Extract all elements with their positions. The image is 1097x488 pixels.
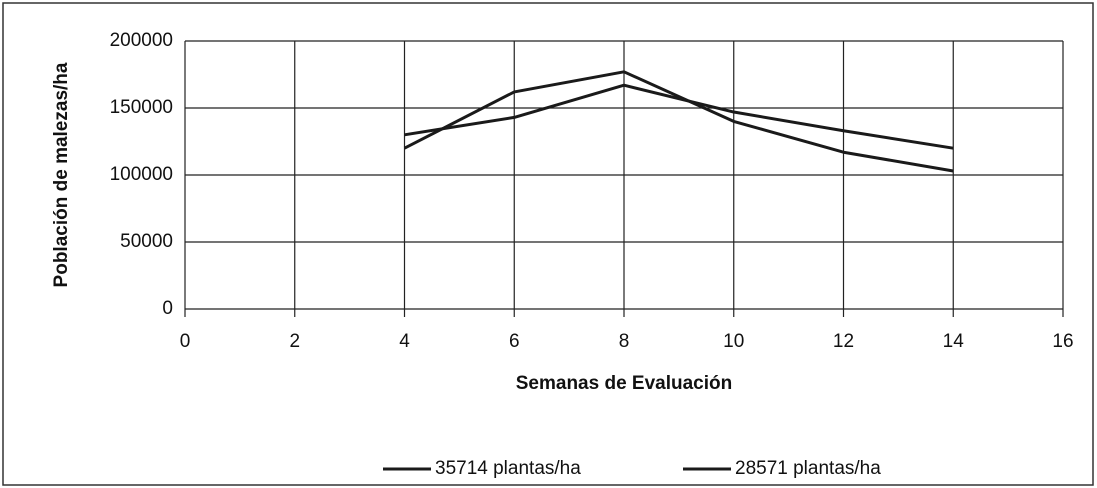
series-line bbox=[403, 70, 954, 173]
y-tick-label: 200000 bbox=[110, 30, 173, 51]
legend-label: 35714 plantas/ha bbox=[435, 458, 581, 479]
x-tick-label: 4 bbox=[399, 331, 410, 352]
x-tick-label: 2 bbox=[289, 331, 300, 352]
y-tick-label: 0 bbox=[162, 298, 173, 319]
x-tick-label: 10 bbox=[723, 331, 744, 352]
x-axis-title: Semanas de Evaluación bbox=[516, 373, 733, 394]
legend-label: 28571 plantas/ha bbox=[735, 458, 881, 479]
x-tick-label: 8 bbox=[619, 331, 630, 352]
x-tick-label: 6 bbox=[509, 331, 520, 352]
x-tick-label: 14 bbox=[943, 331, 965, 352]
x-tick-label: 12 bbox=[833, 331, 854, 352]
x-tick-label: 0 bbox=[180, 331, 191, 352]
y-tick-label: 50000 bbox=[120, 231, 173, 252]
y-tick-label: 100000 bbox=[110, 164, 173, 185]
y-axis-title: Población de malezas/ha bbox=[51, 62, 72, 287]
y-tick-label: 150000 bbox=[110, 97, 173, 118]
series-line bbox=[404, 83, 954, 150]
x-tick-label: 16 bbox=[1052, 331, 1073, 352]
